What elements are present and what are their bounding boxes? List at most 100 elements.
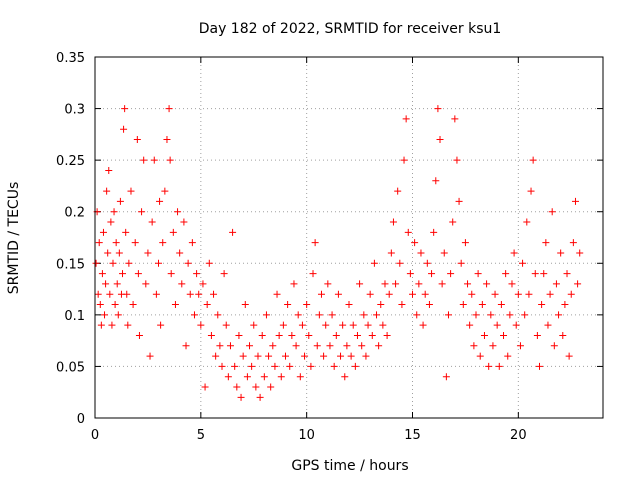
data-point	[531, 270, 539, 278]
data-point	[292, 342, 300, 350]
data-point	[476, 352, 484, 360]
data-point	[201, 383, 209, 391]
data-point	[262, 311, 270, 319]
data-point	[337, 352, 345, 360]
data-point	[277, 373, 285, 381]
data-point	[387, 249, 395, 257]
data-point	[425, 301, 433, 309]
data-point	[169, 228, 177, 236]
data-point	[409, 290, 416, 298]
data-point	[383, 331, 391, 339]
data-point	[112, 239, 120, 247]
data-point	[561, 301, 569, 309]
data-point	[127, 187, 135, 195]
data-point	[184, 259, 192, 267]
data-point	[218, 362, 226, 370]
data-point	[182, 342, 190, 350]
data-point	[563, 270, 571, 278]
data-point	[135, 331, 143, 339]
data-point	[284, 301, 292, 309]
data-point	[449, 218, 457, 226]
data-point	[461, 239, 469, 247]
data-point	[370, 259, 378, 267]
data-point	[451, 115, 459, 123]
data-point	[538, 301, 546, 309]
data-point	[303, 301, 311, 309]
data-point	[438, 280, 446, 288]
data-point	[447, 270, 455, 278]
data-point	[233, 383, 241, 391]
data-point	[271, 362, 279, 370]
data-point	[315, 311, 323, 319]
data-point	[246, 342, 254, 350]
data-point	[419, 321, 427, 329]
data-point	[483, 280, 491, 288]
data-point	[385, 290, 393, 298]
data-point	[307, 362, 315, 370]
data-point	[252, 383, 260, 391]
data-point	[455, 197, 463, 205]
data-point	[398, 301, 406, 309]
data-point	[96, 301, 104, 309]
data-point	[402, 115, 410, 123]
data-point	[358, 342, 366, 350]
data-point	[106, 290, 114, 298]
data-point	[468, 290, 476, 298]
data-point	[311, 239, 319, 247]
data-point	[497, 301, 505, 309]
data-point	[288, 331, 296, 339]
data-point	[176, 249, 184, 257]
data-point	[298, 321, 306, 329]
data-point	[434, 105, 442, 113]
data-point	[347, 352, 355, 360]
x-tick-label: 5	[197, 428, 205, 443]
data-point	[339, 321, 347, 329]
data-point	[131, 239, 139, 247]
data-point	[279, 321, 287, 329]
data-point	[235, 331, 243, 339]
data-point	[216, 342, 224, 350]
data-point	[485, 362, 493, 370]
data-point	[440, 249, 448, 257]
data-point	[373, 311, 381, 319]
data-point	[138, 208, 146, 216]
data-point	[123, 290, 131, 298]
data-point	[334, 290, 342, 298]
data-point	[474, 270, 482, 278]
data-point	[411, 239, 419, 247]
data-point	[379, 321, 387, 329]
data-point	[343, 342, 351, 350]
data-point	[231, 362, 239, 370]
data-point	[523, 218, 531, 226]
data-point	[104, 249, 112, 257]
data-point	[436, 136, 444, 144]
data-point	[466, 321, 474, 329]
data-point	[290, 280, 298, 288]
data-point	[273, 290, 281, 298]
data-point	[305, 331, 313, 339]
data-point	[493, 321, 501, 329]
data-point	[400, 156, 408, 164]
data-point	[224, 373, 232, 381]
data-point	[546, 290, 554, 298]
data-point	[301, 352, 309, 360]
data-point	[366, 290, 374, 298]
data-point	[163, 136, 171, 144]
data-point	[309, 270, 317, 278]
data-point	[205, 259, 213, 267]
data-point	[156, 197, 164, 205]
data-point	[203, 301, 211, 309]
data-point	[417, 249, 425, 257]
data-point	[559, 331, 567, 339]
data-point	[193, 270, 201, 278]
data-point	[159, 239, 167, 247]
data-point	[124, 321, 132, 329]
data-point	[120, 125, 128, 133]
data-point	[567, 290, 575, 298]
data-point	[171, 301, 179, 309]
data-point	[237, 393, 245, 401]
y-tick-label: 0.25	[56, 154, 85, 169]
data-point	[548, 208, 556, 216]
